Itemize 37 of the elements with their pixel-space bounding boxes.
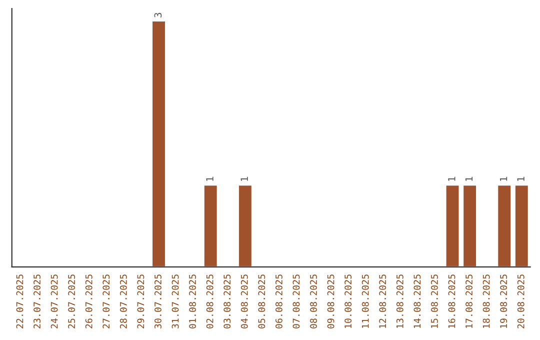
x-tick-label: 29.07.2025	[137, 274, 144, 328]
x-tick-label: 16.08.2025	[448, 274, 456, 328]
x-tick-label: 23.07.2025	[34, 274, 40, 328]
data-label: 1	[240, 176, 248, 181]
x-tick-label: 01.08.2025	[189, 274, 196, 328]
x-tick-label: 05.08.2025	[258, 274, 266, 328]
x-tick-label: 15.08.2025	[430, 274, 438, 328]
x-tick-label: 08.08.2025	[310, 274, 317, 328]
x-tick-label: 22.07.2025	[16, 274, 24, 328]
x-tick-label: 20.08.2025	[517, 274, 524, 328]
x-tick-label: 10.08.2025	[344, 274, 352, 328]
x-tick-label: 28.07.2025	[120, 274, 127, 328]
x-tick-label: 31.07.2025	[172, 274, 179, 328]
x-tick-label: 04.08.2025	[240, 274, 248, 328]
x-tick-label: 14.08.2025	[414, 274, 421, 328]
x-tick-label: 07.08.2025	[292, 274, 300, 328]
x-tick-label: 11.08.2025	[362, 274, 369, 328]
x-tick-label: 24.07.2025	[50, 274, 58, 328]
x-tick-label: 13.08.2025	[396, 274, 404, 328]
x-tick-label: 12.08.2025	[379, 274, 386, 328]
data-label: 3	[154, 12, 162, 18]
x-tick-label: 27.07.2025	[102, 274, 110, 328]
x-tick-label: 02.08.2025	[206, 274, 214, 328]
x-tick-label: 17.08.2025	[466, 274, 472, 328]
x-tick-label: 19.08.2025	[500, 274, 508, 328]
x-tick-label: 30.07.2025	[154, 274, 162, 328]
data-label: 1	[517, 176, 524, 181]
data-label: 1	[465, 176, 473, 181]
x-tick-label: 06.08.2025	[275, 274, 282, 328]
x-tick-label: 26.07.2025	[85, 274, 92, 328]
x-tick-label: 25.07.2025	[68, 274, 76, 328]
x-tick-label: 03.08.2025	[224, 274, 231, 328]
data-label: 1	[206, 176, 214, 181]
x-tick-label: 18.08.2025	[482, 274, 490, 328]
x-tick-label: 09.08.2025	[327, 274, 334, 328]
data-label: 1	[500, 176, 508, 181]
data-label: 1	[448, 176, 456, 181]
